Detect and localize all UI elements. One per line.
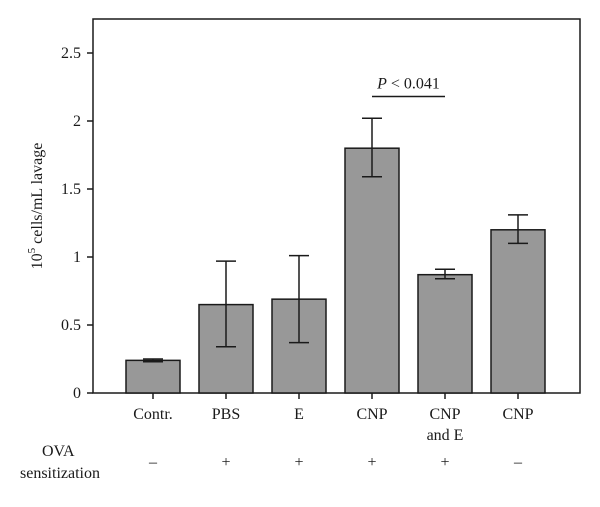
ova-sensitization-row: OVA sensitization – + + + + –: [20, 443, 523, 482]
error-bars-group: [143, 117, 528, 363]
category-label-5: CNP: [502, 406, 533, 423]
y-tick-label-5: 2.5: [61, 45, 81, 62]
bar-3: [344, 147, 400, 394]
y-tick-label-0: 0: [73, 385, 81, 402]
row-sign-5: –: [513, 454, 523, 471]
row-sign-3: +: [367, 454, 376, 471]
plot-frame: [92, 18, 581, 394]
bar-4: [417, 273, 473, 394]
y-tick-label-4: 2: [73, 113, 81, 130]
category-label-4: CNP and E: [427, 406, 464, 444]
row-sign-0: –: [148, 454, 158, 471]
x-axis: Contr. PBS E CNP CNP and E CNP: [133, 393, 534, 444]
category-label-2: E: [294, 406, 304, 423]
bars-group: [125, 147, 546, 394]
row-label-line2: sensitization: [20, 465, 100, 482]
significance-annotation: P < 0.041: [372, 76, 445, 98]
y-axis: 0 0.5 1 1.5 2 2.5: [61, 45, 93, 402]
y-tick-label-3: 1.5: [61, 181, 81, 198]
bar-5: [490, 229, 546, 394]
significance-text: P < 0.041: [376, 76, 440, 93]
y-tick-label-1: 0.5: [61, 317, 81, 334]
category-label-0: Contr.: [133, 406, 173, 423]
y-axis-label: 105 cells/mL lavage: [26, 143, 46, 270]
row-sign-1: +: [221, 454, 230, 471]
row-sign-2: +: [294, 454, 303, 471]
y-tick-label-2: 1: [73, 249, 81, 266]
row-sign-4: +: [440, 454, 449, 471]
row-label-line1: OVA: [42, 443, 75, 460]
bar-0: [125, 359, 181, 394]
category-label-1: PBS: [212, 406, 240, 423]
category-label-3: CNP: [356, 406, 387, 423]
